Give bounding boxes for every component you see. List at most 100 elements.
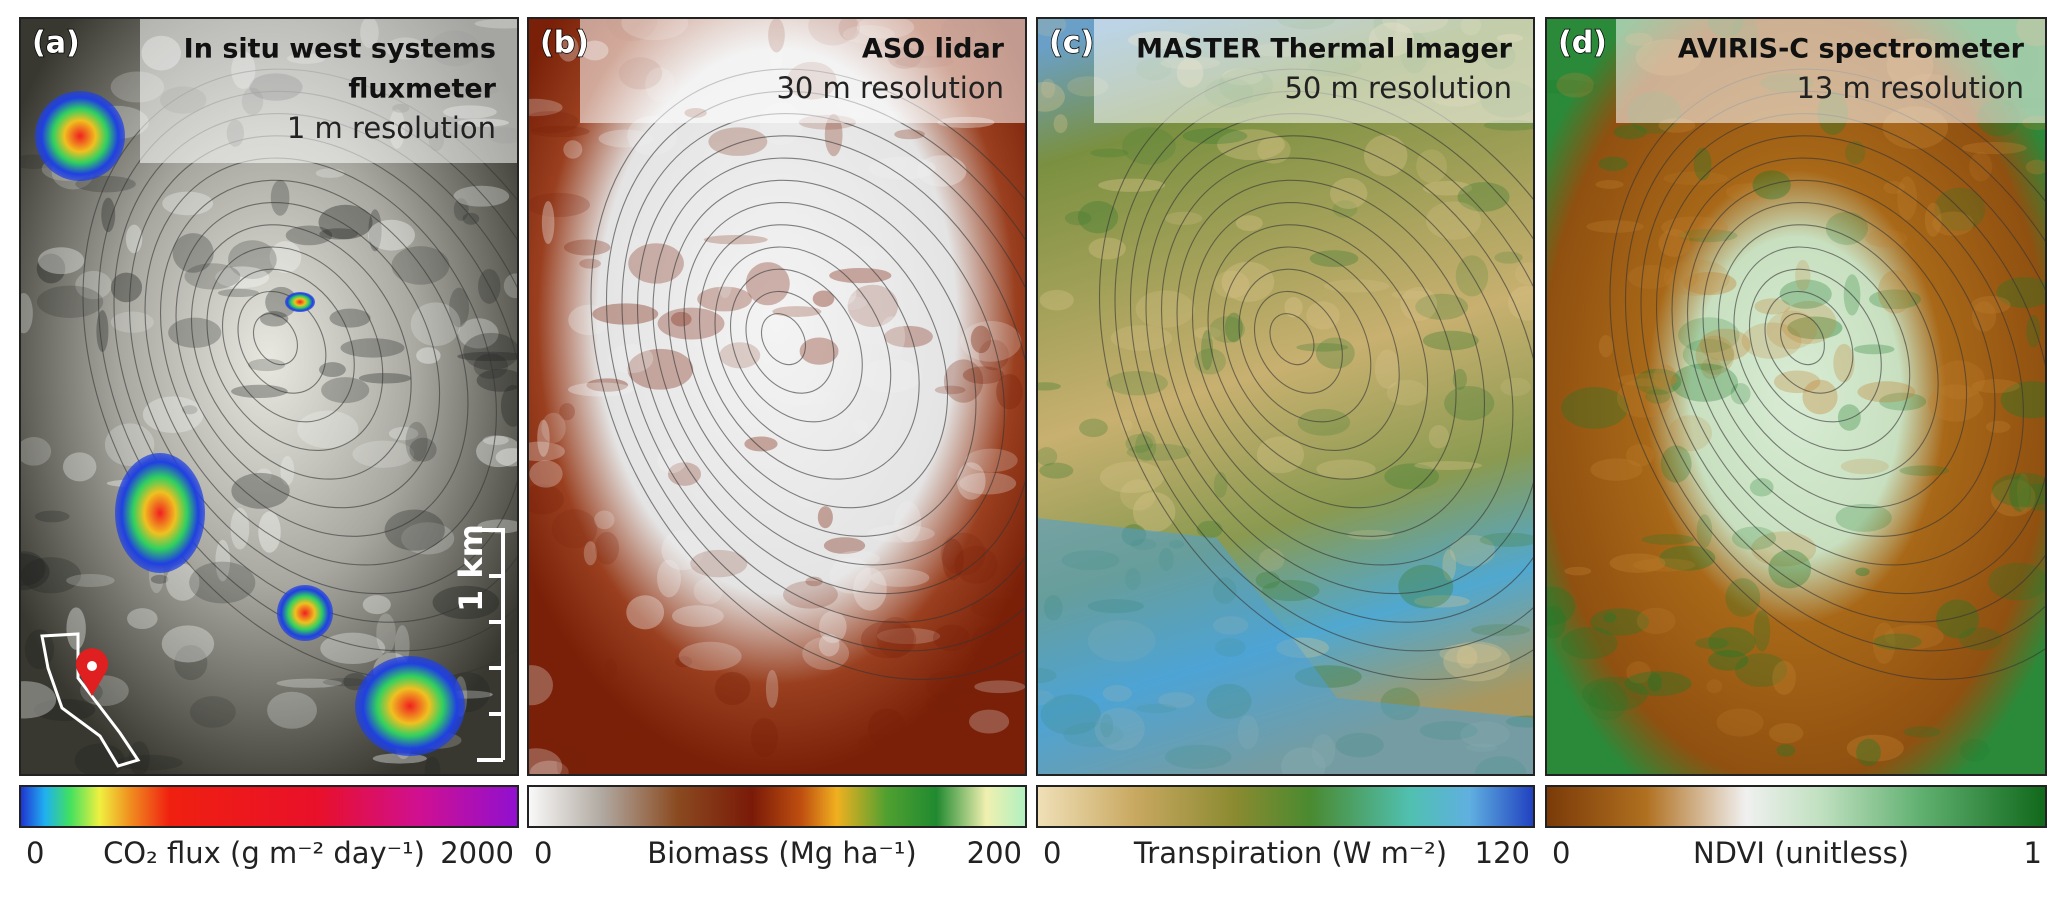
terrain-patch	[128, 741, 150, 775]
terrain-patch	[172, 233, 214, 273]
contour-line	[636, 135, 1026, 595]
terrain-patch	[884, 325, 933, 348]
terrain-patch	[1677, 229, 1738, 243]
terrain-patch	[1932, 211, 1974, 236]
terrain-patch	[1449, 535, 1496, 567]
terrain-patch	[1479, 532, 1534, 547]
terrain-patch	[1213, 471, 1228, 498]
terrain-patch	[1442, 549, 1457, 581]
terrain-patch	[551, 509, 598, 549]
california-outline	[40, 632, 141, 768]
terrain-patch	[285, 225, 333, 246]
contour-line	[1686, 179, 1996, 537]
terrain-patch	[181, 405, 198, 415]
terrain-patch	[319, 228, 359, 240]
terrain-patch	[829, 267, 892, 284]
terrain-patch	[1776, 744, 1796, 757]
map-image	[1037, 18, 1534, 775]
terrain-patch	[1064, 211, 1092, 226]
terrain-patch	[805, 576, 823, 587]
terrain-patch	[528, 484, 564, 515]
terrain-patch	[1693, 147, 1712, 181]
terrain-patch	[260, 311, 289, 327]
panel-title: MASTER Thermal Imager	[1136, 34, 1513, 65]
terrain-patch	[1872, 622, 1896, 664]
terrain-patch	[528, 441, 565, 462]
terrain-patch	[322, 678, 369, 687]
terrain-patch	[62, 452, 97, 482]
terrain-patch	[162, 191, 214, 216]
terrain-patch	[34, 510, 70, 523]
terrain-patch	[1182, 128, 1248, 144]
terrain-patch	[870, 568, 930, 587]
terrain-patch	[657, 307, 725, 340]
terrain-patch	[482, 435, 509, 445]
contour-line	[667, 179, 977, 537]
terrain-patch	[959, 472, 1017, 495]
terrain-patch	[1725, 578, 1761, 618]
terrain-patch	[1903, 726, 1941, 738]
contour-line	[760, 313, 806, 366]
panel-label: (d)	[1558, 26, 1607, 61]
terrain-patch	[1347, 529, 1395, 540]
flux-hotspot	[35, 91, 125, 181]
terrain-patch	[457, 351, 518, 362]
terrain-patch	[1959, 738, 1990, 762]
location-pin	[75, 648, 108, 696]
terrain-patch	[2009, 475, 2031, 512]
terrain-patch	[1561, 627, 1618, 660]
terrain-patch	[770, 234, 787, 279]
terrain-patch	[1971, 301, 1997, 332]
colorbar-max: 200	[967, 836, 1022, 870]
contour-line	[159, 179, 469, 537]
terrain-patch	[1209, 316, 1246, 343]
terrain-patch	[1996, 277, 2046, 308]
terrain-patch	[1414, 461, 1483, 470]
contour-line	[1671, 157, 2024, 566]
terrain-patch	[476, 435, 518, 468]
terrain-patch	[320, 632, 386, 665]
terrain-patch	[1443, 641, 1511, 682]
map-frame	[1545, 17, 2047, 776]
terrain-patch	[852, 419, 869, 434]
terrain-patch	[956, 462, 986, 500]
terrain-patch	[1855, 567, 1870, 577]
terrain-patch	[1660, 445, 1692, 483]
colorbar	[19, 785, 519, 828]
terrain-patch	[678, 641, 742, 671]
terrain-patch	[1695, 637, 1729, 650]
terrain-patch	[626, 595, 665, 630]
terrain-patch	[1971, 295, 2011, 314]
terrain-patch	[75, 270, 112, 300]
terrain-patch	[1708, 627, 1756, 658]
terrain-patch	[165, 563, 200, 601]
terrain-patch	[878, 316, 906, 358]
terrain-patch	[567, 382, 634, 397]
terrain-patch	[1296, 343, 1349, 352]
terrain-patch	[1329, 177, 1368, 209]
terrain-patch	[1927, 384, 1984, 422]
terrain-patch	[394, 625, 410, 667]
water-region	[1037, 518, 1534, 775]
map-panel: AVIRIS-C spectrometer 13 m resolution (d) 0…	[1545, 17, 2047, 870]
terrain-patch	[340, 338, 405, 358]
terrain-patch	[1077, 200, 1119, 234]
terrain-patch	[1992, 472, 2046, 508]
contour-line	[1779, 313, 1825, 366]
contour-line	[1748, 268, 1882, 423]
contour-line	[1269, 313, 1315, 366]
terrain-patch	[750, 717, 779, 757]
panel-resolution: 50 m resolution	[1284, 71, 1512, 105]
terrain-patch	[772, 306, 822, 317]
colorbar-label: NDVI (unitless)	[1693, 836, 1909, 870]
terrain-patch	[1088, 237, 1126, 260]
terrain-patch	[1164, 211, 1203, 226]
terrain-patch	[827, 246, 895, 262]
terrain-patch	[1053, 114, 1068, 134]
terrain-patch	[719, 342, 761, 369]
terrain-patch	[1609, 553, 1666, 573]
panel-label: (b)	[540, 26, 589, 61]
terrain-patch	[174, 644, 208, 681]
terrain-patch	[1556, 72, 1594, 98]
terrain-patch	[1500, 377, 1531, 397]
